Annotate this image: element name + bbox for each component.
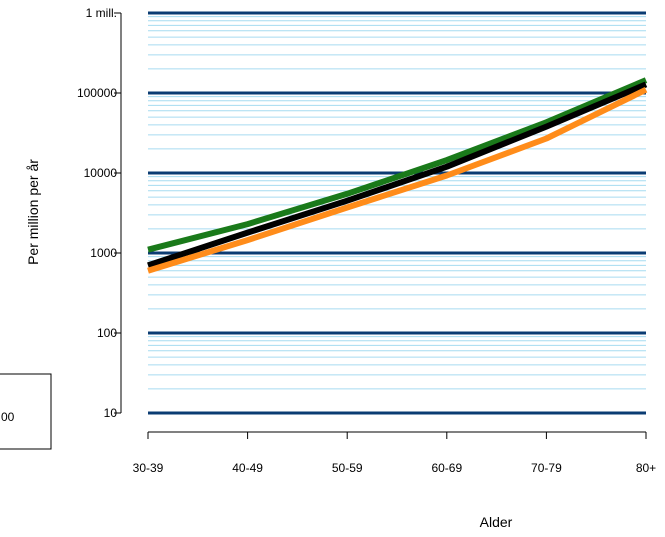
legend-box (0, 373, 52, 450)
grid (148, 11, 646, 415)
x-tick-label: 40-49 (232, 461, 263, 475)
x-tick-label: 50-59 (332, 461, 363, 475)
y-tick-label: 1 mill. (86, 6, 117, 20)
x-tick-label: 70-79 (531, 461, 562, 475)
y-tick-label: 1000 (90, 246, 117, 260)
x-tick-label: 80+ (636, 461, 656, 475)
series (147, 77, 648, 274)
y-tick-label: 100000 (77, 86, 117, 100)
x-axis-title: Alder (480, 514, 513, 530)
x-tick-label: 30-39 (133, 461, 164, 475)
legend-text-fragment: 00 (1, 410, 15, 424)
y-tick-label: 10 (104, 406, 118, 420)
series-line-1 (147, 77, 648, 253)
y-tick-label: 100 (97, 326, 117, 340)
legend: 00 (0, 373, 52, 450)
axes: 10 100 1000 10000 100000 1 mill. 30-39 40-49 50-… (77, 6, 656, 475)
series-line-3 (147, 87, 648, 274)
y-axis-title: Per million per år (25, 159, 41, 265)
y-tick-label: 10000 (84, 166, 118, 180)
series-line-2 (147, 81, 648, 269)
x-tick-label: 60-69 (431, 461, 462, 475)
